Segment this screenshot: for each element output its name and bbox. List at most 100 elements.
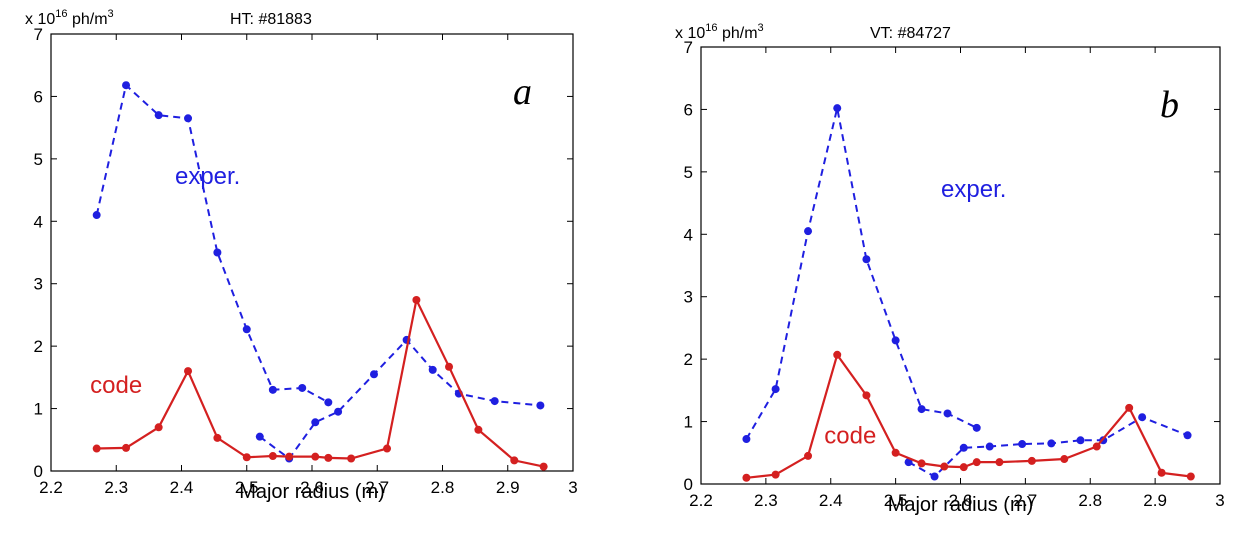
- x-tick-label: 2.5: [884, 491, 908, 510]
- data-point: [742, 435, 751, 444]
- data-point: [995, 458, 1004, 467]
- y-tick-label: 1: [34, 400, 43, 419]
- x-tick-label: 2.9: [1143, 491, 1167, 510]
- data-point: [92, 211, 101, 220]
- series-annotation: code: [824, 422, 876, 449]
- data-point: [428, 365, 437, 374]
- y-tick-label: 1: [684, 413, 693, 432]
- series-annotation: code: [90, 372, 142, 399]
- data-point: [1157, 468, 1166, 477]
- data-point: [930, 472, 939, 481]
- x-tick-label: 3: [1215, 491, 1224, 510]
- data-point: [154, 111, 163, 120]
- data-point: [369, 370, 378, 379]
- data-point: [334, 407, 343, 416]
- data-point: [1047, 439, 1056, 448]
- axes-frame: [50, 33, 574, 472]
- y-tick-label: 3: [684, 288, 693, 307]
- data-point: [383, 444, 392, 453]
- x-tick-label: 2.5: [235, 478, 259, 497]
- x-tick-label: 2.8: [431, 478, 455, 497]
- x-tick-label: 2.4: [170, 478, 194, 497]
- data-point: [311, 452, 320, 461]
- data-point: [959, 463, 968, 472]
- y-tick-label: 6: [684, 100, 693, 119]
- x-axis-label: Major radius (m): [888, 494, 1034, 516]
- data-point: [1076, 436, 1085, 445]
- x-tick-label: 2.2: [39, 478, 63, 497]
- data-point: [242, 325, 251, 334]
- data-point: [904, 458, 913, 467]
- data-point: [742, 473, 751, 482]
- data-point: [298, 383, 307, 392]
- data-point: [1092, 442, 1101, 451]
- data-point: [536, 401, 545, 410]
- data-point: [833, 104, 842, 113]
- data-point: [804, 227, 813, 236]
- series-code: [92, 295, 548, 471]
- data-point: [412, 295, 421, 304]
- x-tick-label: 2.7: [1014, 491, 1038, 510]
- data-point: [972, 458, 981, 467]
- data-point: [242, 453, 251, 462]
- shot-label: HT: #81883: [230, 11, 312, 28]
- chart-panel-a: 2.2 2.3 2.4 2.5 2.6 2.7 2.8 2.9 3 0 1 2 3 4 5 6 7 Major r…: [25, 8, 578, 503]
- y-tick-label: 2: [34, 337, 43, 356]
- x-axis-label: Major radius (m): [239, 481, 385, 503]
- y-tick-label: 4: [684, 225, 693, 244]
- data-point: [943, 409, 952, 418]
- data-point: [985, 442, 994, 451]
- data-point: [92, 444, 101, 453]
- y-tick-label: 3: [34, 275, 43, 294]
- units-label: x 1016 ph/m3: [675, 22, 764, 42]
- series-line: [746, 352, 1191, 479]
- series-line: [908, 416, 1188, 478]
- x-tick-label: 2.7: [365, 478, 389, 497]
- data-point: [917, 459, 926, 468]
- data-point: [213, 248, 222, 257]
- data-point: [972, 423, 981, 432]
- data-point: [122, 81, 131, 90]
- panel-letter: a: [513, 71, 532, 113]
- data-point: [891, 336, 900, 345]
- x-tick-label: 3: [568, 478, 577, 497]
- data-point: [311, 418, 320, 427]
- series-code: [742, 350, 1195, 482]
- data-point: [771, 470, 780, 479]
- data-point: [184, 367, 193, 376]
- y-tick-label: 0: [34, 462, 43, 481]
- units-base: x 10: [675, 25, 705, 42]
- units-label: x 1016 ph/m3: [25, 8, 114, 28]
- data-point: [891, 448, 900, 457]
- y-tick-label: 2: [684, 350, 693, 369]
- data-point: [445, 362, 454, 371]
- units-base: x 10: [25, 11, 55, 28]
- y-tick-label: 7: [34, 25, 43, 44]
- data-point: [940, 462, 949, 471]
- data-point: [1138, 413, 1147, 422]
- data-point: [1186, 472, 1195, 481]
- x-tick-label: 2.6: [300, 478, 324, 497]
- data-point: [268, 385, 277, 394]
- data-point: [324, 398, 333, 407]
- data-point: [862, 391, 871, 400]
- units-suffix: ph/m: [68, 11, 108, 28]
- data-point: [1018, 440, 1027, 449]
- data-point: [154, 423, 163, 432]
- chart-panel-b: 2.2 2.3 2.4 2.5 2.6 2.7 2.8 2.9 3 0 1 2 3 4 5 6 7 Major r…: [675, 22, 1225, 516]
- units-exponent: 16: [55, 8, 67, 20]
- y-tick-label: 0: [684, 475, 693, 494]
- x-tick-label: 2.2: [689, 491, 713, 510]
- data-point: [510, 456, 519, 465]
- series-exper: [742, 104, 1192, 481]
- series-line: [259, 338, 541, 460]
- data-point: [1183, 431, 1192, 440]
- data-point: [268, 452, 277, 461]
- data-point: [833, 350, 842, 359]
- data-point: [474, 425, 483, 434]
- data-point: [862, 255, 871, 264]
- x-tick-label: 2.8: [1078, 491, 1102, 510]
- data-point: [213, 433, 222, 442]
- data-point: [324, 453, 333, 462]
- data-point: [959, 443, 968, 452]
